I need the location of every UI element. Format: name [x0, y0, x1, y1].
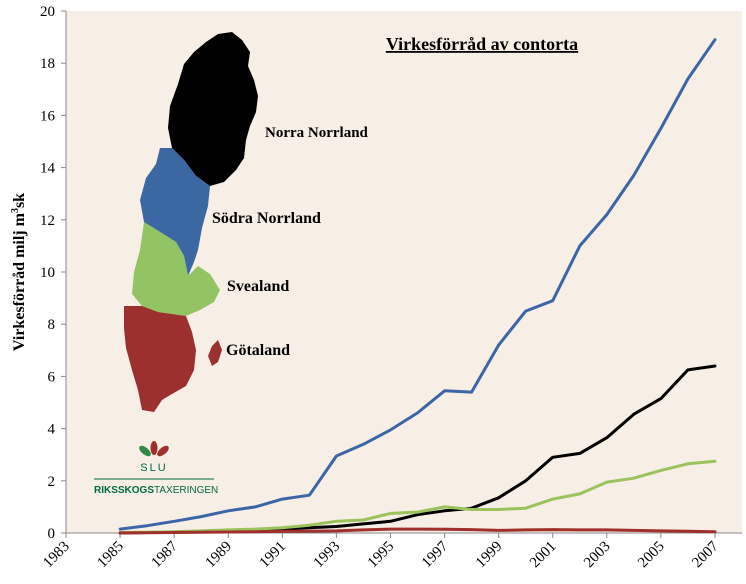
series-line-3: [118, 527, 717, 535]
y-tick-label: 18: [40, 56, 55, 72]
x-tick-label: 2007: [689, 538, 722, 571]
y-axis-label-main: Virkesförråd milj m: [11, 212, 28, 351]
map-region-svealand: [132, 222, 220, 316]
y-tick-label: 2: [48, 474, 56, 490]
series-lines: [118, 38, 717, 535]
y-axis-label-sup: 3: [10, 208, 21, 213]
x-tick-label: 2003: [581, 539, 614, 572]
riksskogstaxeringen-text: RIKSSKOGSTAXERINGEN: [94, 485, 218, 496]
y-tick-label: 10: [40, 265, 55, 281]
x-tick-label: 2001: [527, 539, 560, 572]
chart-title: Virkesförråd av contorta: [386, 34, 578, 54]
logo-name-rest: TAXERINGEN: [154, 485, 218, 496]
y-tick-label: 16: [40, 108, 56, 124]
series-line-0: [118, 38, 717, 531]
x-tick-label: 1987: [148, 538, 181, 571]
x-tick-label: 2005: [635, 539, 668, 572]
map-label-svealand: Svealand: [227, 278, 289, 295]
y-tick-label: 8: [48, 317, 56, 333]
y-tick-label: 14: [40, 161, 56, 177]
map-label-gotaland: Götaland: [226, 342, 290, 359]
sweden-map: [124, 32, 258, 412]
map-region-sodra-norrland: [140, 148, 210, 276]
x-tick-label: 1993: [311, 539, 344, 572]
y-tick-label: 6: [48, 369, 56, 385]
y-axis-label-tail: sk: [11, 193, 28, 208]
y-tick-label: 20: [40, 4, 55, 20]
map-label-sodra-norrland: Södra Norrland: [212, 210, 321, 227]
x-tick-label: 1989: [203, 539, 236, 572]
map-label-norra-norrland: Norra Norrland: [265, 125, 369, 141]
y-axis-ticks: 0 2 4 6 8 10 12 14 16 18 20: [40, 4, 66, 542]
y-tick-label: 0: [48, 526, 56, 542]
x-tick-label: 1999: [473, 539, 506, 572]
x-tick-label: 1995: [365, 539, 398, 572]
map-region-gotaland: [124, 306, 222, 412]
x-tick-label: 1983: [40, 539, 73, 572]
x-tick-label: 1991: [257, 539, 290, 572]
slu-logo: SLU RIKSSKOGSTAXERINGEN: [94, 441, 218, 496]
slu-abbr: SLU: [140, 462, 167, 474]
logo-name-bold: RIKSSKOGS: [94, 485, 154, 496]
y-tick-label: 12: [40, 213, 55, 229]
y-tick-label: 4: [48, 422, 56, 438]
x-tick-label: 1997: [419, 538, 452, 571]
y-axis-label: Virkesförråd milj m3sk: [10, 193, 28, 351]
x-tick-label: 1985: [94, 539, 127, 572]
series-line-2: [118, 459, 717, 534]
map-region-norra-norrland: [168, 32, 258, 186]
x-axis-ticks: 1983 1985 1987 1989 1991 1993 1995 1997 1999 2001…: [40, 533, 722, 571]
slu-leaf-icon: [139, 441, 169, 457]
